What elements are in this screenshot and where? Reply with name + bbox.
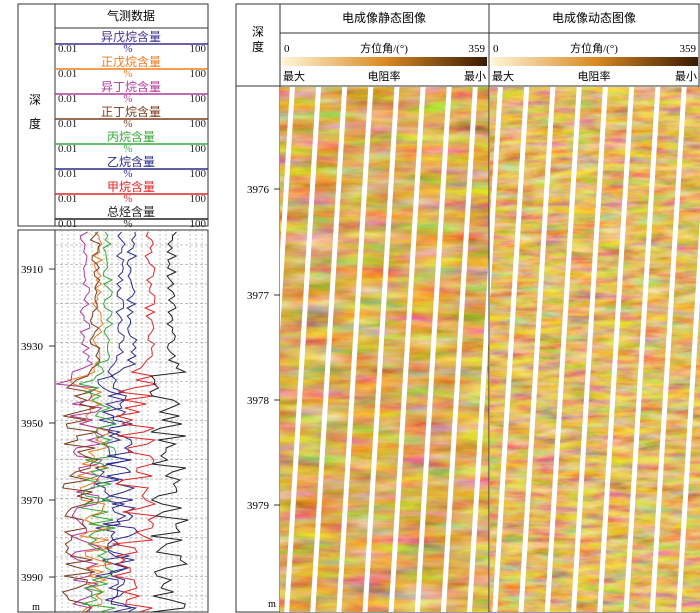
curve-min: 0.01 — [58, 218, 77, 230]
right-depth-tick: 3979 — [247, 500, 270, 512]
pad-gap — [467, 250, 489, 612]
pad-gap — [676, 217, 700, 612]
right-depth-tick: 3977 — [247, 290, 270, 302]
dynamic-image-title: 电成像动态图像 — [552, 11, 636, 25]
right-depth-label-1: 深 — [252, 25, 264, 39]
gas-curve-line — [78, 231, 117, 612]
gas-curve-line — [61, 231, 101, 612]
curve-unit: % — [123, 218, 132, 230]
right-depth-tick: 3976 — [247, 184, 270, 196]
pad-gap — [414, 87, 452, 612]
pad-gap — [336, 87, 374, 612]
static-image-track — [234, 86, 489, 612]
static-azimuth-max: 359 — [469, 43, 486, 55]
curve-max: 100 — [190, 93, 207, 105]
left-depth-tick: 3930 — [21, 341, 44, 353]
pad-gap — [492, 87, 530, 612]
curve-name: 乙烷含量 — [107, 154, 155, 169]
curve-min: 0.01 — [58, 68, 77, 80]
curve-min: 0.01 — [58, 43, 77, 55]
pad-gap — [544, 87, 582, 612]
curve-name: 正戊烷含量 — [101, 54, 161, 69]
gas-log-panel: 气测数据 深 度 异戊烷含量 0.01% 100 正戊烷含量 0.01% 100 异丁烷含量… — [17, 3, 209, 613]
log-track-grid — [55, 230, 207, 612]
pad-gap — [362, 87, 400, 612]
dynamic-azimuth-label: 方位角/(°) — [570, 41, 618, 55]
left-depth-tick: 3910 — [21, 264, 44, 276]
left-depth-unit: m — [32, 602, 40, 613]
curve-unit: % — [123, 168, 132, 180]
pad-gap — [284, 87, 322, 612]
left-depth-label-2: 度 — [29, 116, 41, 131]
dynamic-color-bar — [491, 57, 698, 66]
curve-max: 100 — [190, 218, 207, 230]
curve-max: 100 — [190, 193, 207, 205]
curve-max: 100 — [190, 68, 207, 80]
static-azimuth-label: 方位角/(°) — [360, 41, 408, 55]
curve-max: 100 — [190, 43, 207, 55]
left-depth-tick: 3950 — [21, 418, 44, 430]
pad-gap — [234, 86, 269, 612]
dynamic-resistivity-label: 电阻率 — [578, 69, 611, 83]
gas-curve-line — [149, 231, 189, 612]
pad-gap — [649, 87, 687, 612]
dynamic-azimuth-min: 0 — [493, 43, 499, 55]
right-depth-unit: m — [268, 599, 276, 610]
pad-gap — [571, 87, 608, 612]
dynamic-resistivity-max: 最大 — [492, 69, 514, 83]
curve-min: 0.01 — [58, 118, 77, 130]
static-azimuth-min: 0 — [284, 43, 290, 55]
curve-min: 0.01 — [58, 143, 77, 155]
gas-curve-line — [101, 231, 139, 612]
right-depth-tick: 3978 — [247, 395, 270, 407]
left-depth-axis: 3910 3930 3950 3970 3990 — [21, 264, 55, 584]
curve-min: 0.01 — [58, 168, 77, 180]
static-color-bar — [282, 57, 487, 66]
gas-header-title: 气测数据 — [107, 8, 155, 23]
curve-unit: % — [123, 43, 132, 55]
curve-min: 0.01 — [58, 193, 77, 205]
curve-max: 100 — [190, 143, 207, 155]
pad-gap — [518, 87, 556, 612]
gas-curves — [55, 231, 189, 612]
dynamic-image-track — [490, 87, 700, 612]
static-resistivity-min: 最小 — [464, 70, 486, 83]
right-depth-label-2: 度 — [252, 39, 264, 54]
pad-gap — [388, 87, 426, 612]
curve-name: 甲烷含量 — [107, 179, 155, 194]
pad-gap — [490, 87, 503, 300]
curve-max: 100 — [190, 168, 207, 180]
curve-unit: % — [123, 118, 132, 130]
image-log-panel: 深 度 电成像静态图像 电成像动态图像 0 方位角/(°) 359 最大 电阻率… — [234, 3, 700, 613]
gas-curve-line — [112, 231, 158, 612]
curve-name: 正丁烷含量 — [101, 104, 161, 119]
static-image-title: 电成像静态图像 — [342, 11, 426, 25]
curve-header-list: 异戊烷含量 0.01% 100 正戊烷含量 0.01% 100 异丁烷含量 0.01% 100 正… — [55, 29, 208, 230]
left-depth-tick: 3990 — [21, 572, 44, 584]
curve-name: 总烃含量 — [107, 204, 155, 219]
curve-max: 100 — [190, 118, 207, 130]
curve-min: 0.01 — [58, 93, 77, 105]
curve-unit: % — [123, 93, 132, 105]
pad-gap — [623, 87, 661, 612]
left-depth-label-1: 深 — [29, 93, 41, 107]
dynamic-resistivity-min: 最小 — [675, 70, 697, 83]
pad-gap — [440, 87, 478, 612]
right-depth-axis: 3976 3977 3978 3979 — [247, 184, 280, 512]
curve-unit: % — [123, 143, 132, 155]
pad-gap — [310, 87, 348, 612]
curve-name: 丙烷含量 — [107, 129, 155, 144]
dynamic-azimuth-max: 359 — [680, 43, 697, 55]
curve-name: 异戊烷含量 — [101, 29, 161, 44]
left-depth-tick: 3970 — [21, 495, 44, 507]
curve-unit: % — [123, 68, 132, 80]
static-resistivity-label: 电阻率 — [368, 69, 401, 83]
curve-name: 异丁烷含量 — [101, 79, 161, 94]
pad-gap — [597, 87, 635, 612]
static-resistivity-max: 最大 — [283, 69, 305, 83]
curve-unit: % — [123, 193, 132, 205]
